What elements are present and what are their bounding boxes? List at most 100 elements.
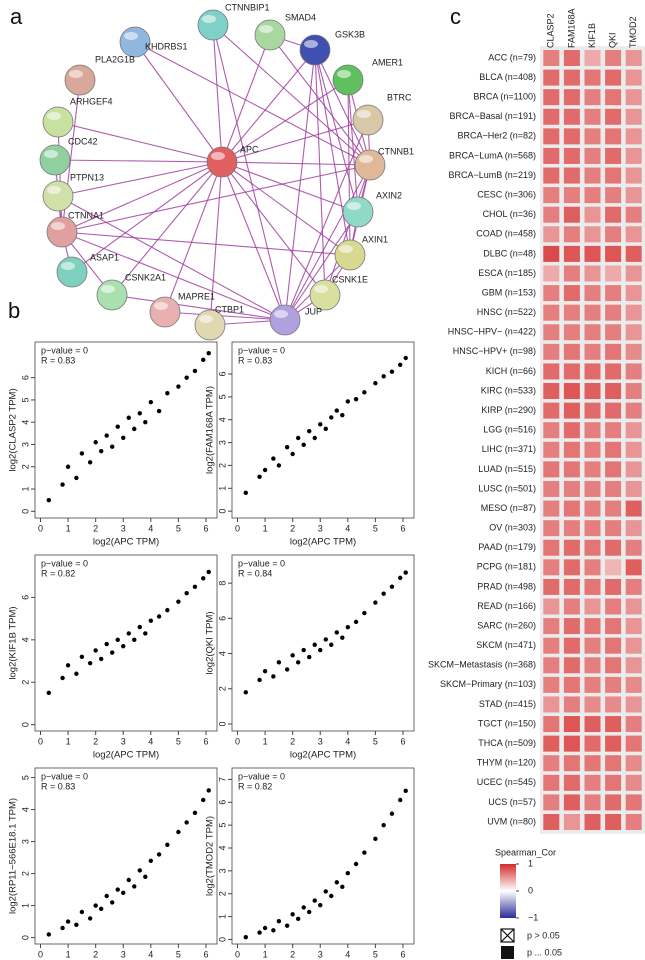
edge — [57, 121, 63, 233]
y-tick-label: 4 — [217, 417, 227, 422]
point — [301, 442, 306, 448]
row-label: SKCM−Primary (n=103) — [440, 679, 536, 689]
row-label: HNSC−HPV− (n=422) — [448, 327, 536, 337]
point — [165, 391, 170, 396]
cell — [563, 206, 580, 223]
panel-label: b — [8, 298, 20, 323]
point — [60, 925, 65, 931]
cell — [543, 598, 560, 615]
row-label: KICH (n=66) — [486, 366, 536, 376]
row-label: BRCA−LumA (n=568) — [449, 150, 536, 160]
x-tick-label: 3 — [318, 523, 323, 533]
row-label: BLCA (n=408) — [479, 72, 536, 82]
point — [104, 641, 109, 647]
node-label: CTBP1 — [215, 304, 244, 314]
y-tick-label: 7 — [217, 777, 227, 782]
cell — [605, 774, 622, 791]
cell — [625, 794, 642, 811]
cell — [605, 618, 622, 635]
y-tick-label: 1 — [217, 914, 227, 919]
row-label: ACC (n=79) — [488, 52, 536, 62]
cell — [605, 696, 622, 713]
cell — [584, 167, 601, 184]
y-axis-label: log2(KIF1B TPM) — [8, 606, 19, 679]
point — [323, 889, 328, 894]
cell — [625, 147, 642, 164]
node — [42, 180, 74, 212]
cell — [625, 637, 642, 654]
cell — [584, 265, 601, 282]
y-tick-label: 4 — [20, 807, 30, 812]
row-label: THYM (n=120) — [477, 758, 536, 768]
cell — [625, 559, 642, 576]
cell — [563, 187, 580, 204]
cell — [605, 794, 622, 811]
cell — [584, 128, 601, 145]
cell — [605, 441, 622, 458]
point — [243, 934, 248, 940]
cell — [563, 383, 580, 400]
row-label: PCPG (n=181) — [477, 562, 536, 572]
point — [115, 637, 120, 643]
cell — [625, 304, 642, 321]
point — [126, 877, 131, 883]
x-tick-label: 3 — [121, 949, 126, 959]
point — [262, 467, 268, 473]
point — [206, 569, 211, 575]
cell — [625, 89, 642, 106]
row-label: LUSC (n=501) — [478, 483, 536, 493]
cell — [625, 618, 642, 635]
edge — [111, 294, 286, 321]
cell — [543, 774, 560, 791]
point — [334, 630, 339, 635]
point — [206, 788, 211, 793]
point — [115, 424, 120, 429]
edge — [209, 161, 223, 326]
cell — [605, 363, 622, 380]
cell — [543, 245, 560, 262]
cell — [625, 657, 642, 674]
point — [262, 668, 268, 674]
row-label: TGCT (n=150) — [478, 718, 536, 728]
row-label: HNSC−HPV+ (n=98) — [453, 346, 536, 356]
point — [295, 916, 301, 922]
cell — [625, 187, 642, 204]
cell — [543, 304, 560, 321]
y-tick-label: 4 — [20, 420, 30, 425]
point — [176, 599, 181, 604]
point — [403, 570, 408, 575]
cell — [543, 167, 560, 184]
cell — [605, 206, 622, 223]
edge — [314, 49, 371, 166]
x-tick-label: 5 — [373, 523, 378, 533]
column-label: TMOD2 — [628, 17, 638, 49]
y-tick-label: 1 — [217, 486, 227, 491]
cell — [584, 598, 601, 615]
y-tick-label: 2 — [217, 891, 227, 896]
cell — [543, 343, 560, 360]
edge — [221, 49, 316, 163]
row-label: THCA (n=509) — [478, 738, 536, 748]
point — [398, 575, 403, 581]
point — [340, 635, 345, 640]
cell — [625, 422, 642, 439]
point — [389, 584, 395, 589]
node-highlight — [47, 186, 61, 194]
y-tick-label: 6 — [20, 595, 30, 600]
cell — [605, 383, 622, 400]
y-tick-label: 0 — [217, 721, 227, 726]
x-tick-label: 5 — [176, 523, 181, 533]
point — [345, 399, 351, 404]
cell — [584, 774, 601, 791]
y-tick-label: 1 — [20, 487, 30, 492]
y-tick-label: 0 — [20, 509, 30, 514]
plot-frame — [231, 767, 415, 945]
cell — [563, 265, 580, 282]
point — [276, 660, 282, 665]
plot-frame — [34, 554, 218, 732]
row-label: MESO (n=87) — [481, 503, 536, 513]
annotation: R = 0.83 — [238, 355, 272, 365]
annotation: p−value = 0 — [238, 558, 285, 568]
point — [271, 456, 276, 461]
x-tick-label: 0 — [235, 523, 240, 533]
